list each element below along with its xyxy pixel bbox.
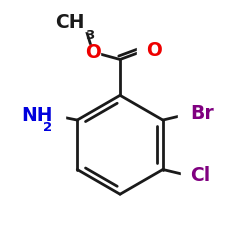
Bar: [72, 16, 96, 31]
Bar: [137, 44, 150, 58]
Text: Br: Br: [190, 104, 214, 123]
Bar: [178, 107, 199, 121]
Bar: [182, 169, 196, 182]
Text: CH: CH: [55, 13, 84, 32]
Text: 2: 2: [43, 120, 52, 134]
Bar: [86, 45, 100, 59]
Bar: [40, 108, 65, 122]
Text: Cl: Cl: [190, 166, 210, 185]
Text: O: O: [146, 41, 162, 60]
Text: O: O: [85, 42, 101, 62]
Text: NH: NH: [21, 106, 52, 124]
Text: 3: 3: [85, 29, 94, 42]
